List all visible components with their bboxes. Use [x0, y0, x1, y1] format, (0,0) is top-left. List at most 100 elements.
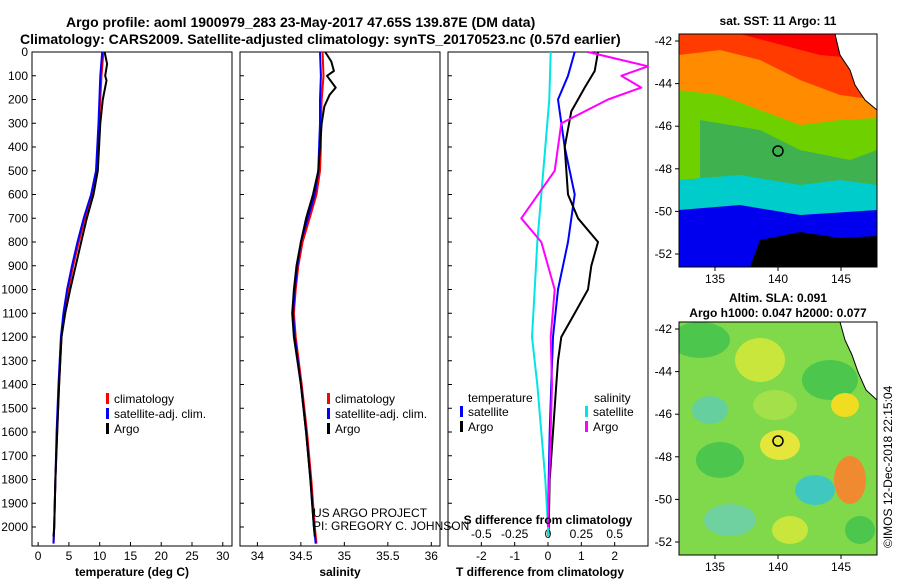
lon-tick-label: 145 — [831, 272, 851, 286]
legend-swatch-temp-satellite — [460, 406, 463, 417]
x-tick-label: 5 — [66, 549, 73, 563]
legend-salinity-heading: salinity — [594, 391, 631, 405]
series-line — [520, 51, 649, 528]
lon-tick-label: 140 — [768, 560, 788, 574]
s-tick-label: 0.25 — [570, 527, 594, 541]
x-tick-label: 10 — [93, 549, 107, 563]
legend-argo: Argo — [335, 422, 361, 436]
x-tick-label: 25 — [185, 549, 199, 563]
x-tick-label: 15 — [124, 549, 138, 563]
depth-tick-label: 1800 — [1, 473, 28, 487]
depth-tick-label: 900 — [8, 259, 28, 273]
lat-tick-label: -44 — [655, 77, 673, 91]
legend-sal-argo: Argo — [593, 420, 619, 434]
depth-tick-label: 1000 — [1, 283, 28, 297]
series-line — [52, 51, 104, 544]
lat-tick-label: -52 — [655, 247, 673, 261]
legend-swatch-temp-argo — [460, 421, 463, 432]
legend-swatch-satellite — [106, 408, 109, 419]
sst-map-title: sat. SST: 11 Argo: 11 — [720, 14, 837, 28]
legend-swatch-sal-satellite — [585, 406, 588, 417]
s-tick-label: -0.25 — [501, 527, 529, 541]
x-tick-label: -2 — [476, 549, 487, 563]
series-line — [52, 51, 105, 544]
salinity-xlabel: salinity — [319, 565, 361, 579]
sla-map-title1: Altim. SLA: 0.091 — [729, 291, 827, 305]
lat-tick-label: -44 — [655, 365, 673, 379]
temperature-panel-frame — [31, 51, 233, 547]
x-tick-label: 36 — [425, 549, 439, 563]
lat-tick-label: -48 — [655, 450, 673, 464]
sla-argo-marker — [772, 435, 784, 447]
x-tick-label: 35.5 — [376, 549, 400, 563]
legend-temp-argo: Argo — [468, 420, 494, 434]
legend-argo: Argo — [114, 422, 140, 436]
salinity-panel-frame — [239, 51, 441, 547]
salinity-x-axis: 34 34.5 35 35.5 36 — [251, 542, 439, 563]
salinity-panel: 34 34.5 35 35.5 36 salinity climatology sate… — [239, 51, 469, 579]
temperature-xlabel: temperature (deg C) — [75, 565, 189, 579]
legend-climatology: climatology — [335, 392, 395, 406]
depth-tick-label: 1600 — [1, 425, 28, 439]
x-tick-label: -1 — [509, 549, 520, 563]
lat-tick-label: -42 — [655, 322, 673, 336]
lon-tick-label: 140 — [768, 272, 788, 286]
lat-tick-label: -50 — [655, 204, 673, 218]
depth-tick-label: 2000 — [1, 520, 28, 534]
depth-tick-label: 1200 — [1, 330, 28, 344]
legend-temp-satellite: satellite — [468, 405, 509, 419]
salinity-series — [291, 51, 337, 544]
difference-legend: temperature satellite Argo salinity sate… — [460, 391, 634, 434]
x-tick-label: 34 — [251, 549, 265, 563]
depth-tick-label: 200 — [8, 93, 28, 107]
x-tick-label: 35 — [338, 549, 352, 563]
legend-swatch-sal-argo — [585, 421, 588, 432]
s-tick-label: -0.5 — [471, 527, 492, 541]
project-note: US ARGO PROJECT — [313, 506, 428, 520]
x-tick-label: 0 — [545, 549, 552, 563]
legend-sal-satellite: satellite — [593, 405, 634, 419]
depth-tick-label: 800 — [8, 235, 28, 249]
series-line — [547, 51, 599, 537]
temperature-series — [52, 51, 109, 544]
depth-tick-label: 1300 — [1, 354, 28, 368]
depth-tick-label: 500 — [8, 164, 28, 178]
lat-tick-label: -52 — [655, 535, 673, 549]
sla-map-title2: Argo h1000: 0.047 h2000: 0.077 — [689, 306, 867, 320]
sla-field — [679, 322, 877, 555]
temperature-panel: 0100200300400500600700800900100011001200… — [1, 45, 452, 579]
imos-stamp: ©IMOS 12-Dec-2018 22:15:04 — [881, 385, 895, 548]
sst-map: sat. SST: 11 Argo: 11 -42 -44 -46 -48 -50 -52… — [655, 14, 878, 286]
salinity-legend: climatology satellite-adj. clim. Argo — [327, 392, 427, 436]
depth-tick-label: 1400 — [1, 378, 28, 392]
legend-swatch-climatology — [327, 393, 330, 404]
difference-series — [520, 51, 649, 537]
temperature-legend: climatology satellite-adj. clim. Argo — [106, 392, 206, 436]
sst-argo-marker — [772, 145, 784, 157]
depth-tick-label: 1100 — [2, 306, 28, 320]
s-tick-label: 0.5 — [606, 527, 623, 541]
temperature-depth-axis: 0 100 200 300 400 500 600 700 800 900 1000 1100 1200… — [1, 45, 452, 534]
legend-swatch-argo — [106, 423, 109, 434]
lat-tick-label: -48 — [655, 162, 673, 176]
difference-x-axis: -2 -1 0 1 2 — [476, 542, 618, 563]
temperature-x-axis: 0 5 10 15 20 25 30 — [35, 542, 230, 563]
difference-s-xlabel: S difference from climatology — [464, 513, 633, 527]
legend-swatch-satellite — [327, 408, 330, 419]
legend-satellite-adj: satellite-adj. clim. — [335, 407, 427, 421]
sla-map-axes: -42 -44 -46 -48 -50 -52 135 140 145 — [655, 322, 852, 574]
lat-tick-label: -42 — [655, 34, 673, 48]
legend-satellite-adj: satellite-adj. clim. — [114, 407, 206, 421]
depth-tick-label: 1500 — [1, 401, 28, 415]
lat-tick-label: -46 — [655, 407, 673, 421]
sla-map: Altim. SLA: 0.091 Argo h1000: 0.047 h200… — [655, 291, 878, 574]
x-tick-label: 20 — [155, 549, 169, 563]
depth-tick-label: 1700 — [1, 449, 28, 463]
figure-title-line2: Climatology: CARS2009. Satellite-adjuste… — [20, 31, 621, 47]
difference-s-axis: -0.5 -0.25 0 0.25 0.5 — [471, 527, 623, 541]
series-line — [52, 51, 109, 537]
sst-field — [679, 34, 877, 267]
legend-swatch-climatology — [106, 393, 109, 404]
x-tick-label: 1 — [578, 549, 585, 563]
